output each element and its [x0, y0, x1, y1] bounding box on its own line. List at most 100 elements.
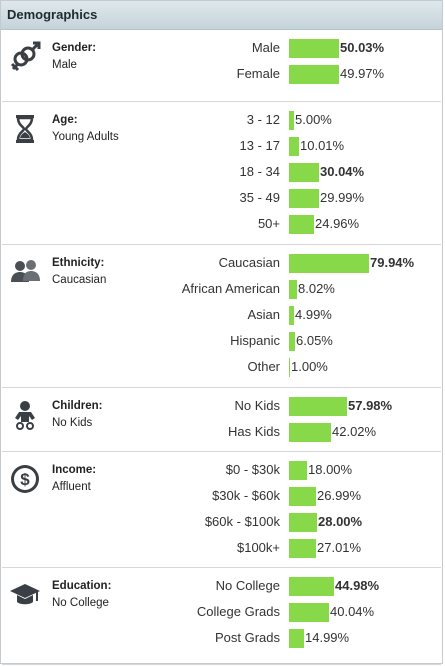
- stat-row: No Kids 57.98%: [2, 394, 441, 418]
- stat-label: 13 - 17: [239, 138, 280, 153]
- stat-percent: 6.05%: [296, 333, 333, 348]
- stat-bar: [289, 603, 329, 622]
- stat-bar: [289, 397, 347, 416]
- category-value: Affluent: [52, 481, 91, 493]
- graduation-cap-icon: [8, 578, 42, 612]
- stat-percent: 57.98%: [348, 398, 393, 413]
- stat-label: Female: [236, 66, 280, 81]
- stat-bar: [289, 65, 339, 84]
- stat-row: Female 49.97%: [2, 62, 441, 86]
- stat-row: Hispanic 6.05%: [2, 329, 441, 353]
- stat-label: $60k - $100k: [204, 514, 280, 529]
- hourglass-icon: [8, 112, 42, 146]
- stat-label: 35 - 49: [239, 190, 280, 205]
- section-age: Age: Young Adults 3 - 12 5.00% 13 - 17 10.01%…: [2, 102, 441, 245]
- stat-bar: [289, 254, 369, 273]
- baby-icon: [8, 398, 42, 432]
- category-info: Gender: Male: [52, 40, 96, 74]
- stat-bar: [289, 539, 316, 558]
- people-icon: [8, 255, 42, 289]
- stat-percent: 28.00%: [318, 514, 363, 529]
- category-title: Children:: [52, 400, 103, 412]
- category-value: Caucasian: [52, 274, 107, 286]
- stat-label: Other: [247, 359, 280, 374]
- stat-label: Post Grads: [214, 630, 280, 645]
- stat-label: $30k - $60k: [212, 488, 280, 503]
- section-income: $ Income: Affluent $0 - $30k 18.00% $30k - $6…: [2, 452, 441, 568]
- stat-label: $100k+: [236, 540, 280, 555]
- stat-percent: 44.98%: [335, 578, 380, 593]
- category-info: Children: No Kids: [52, 398, 102, 432]
- category-title: Ethnicity:: [52, 257, 105, 269]
- category-value: Male: [52, 59, 77, 71]
- gender-icon: [8, 40, 42, 74]
- stat-percent: 27.01%: [317, 540, 362, 555]
- stat-label: Has Kids: [227, 424, 280, 439]
- stat-percent: 42.02%: [332, 424, 377, 439]
- category-info: Age: Young Adults: [52, 112, 119, 146]
- section-ethnicity: Ethnicity: Caucasian Caucasian 79.94% Africa…: [2, 245, 441, 388]
- section-divider: [2, 244, 441, 245]
- stat-label: Asian: [247, 307, 280, 322]
- stat-percent: 5.00%: [295, 112, 332, 127]
- stat-percent: 1.00%: [291, 359, 328, 374]
- section-gender: Gender: Male Male 50.03% Female 49.97%: [2, 30, 441, 102]
- stat-percent: 10.01%: [300, 138, 345, 153]
- stat-bar: [289, 39, 339, 58]
- stat-bar: [289, 163, 319, 182]
- stat-label: No Kids: [234, 398, 280, 413]
- stat-row: No College 44.98%: [2, 574, 441, 598]
- stat-bar: [289, 332, 295, 351]
- dollar-icon: $: [8, 462, 42, 496]
- stat-percent: 30.04%: [320, 164, 365, 179]
- section-divider: [2, 451, 441, 452]
- stat-bar: [289, 513, 317, 532]
- stat-row: $100k+ 27.01%: [2, 536, 441, 560]
- stat-bar: [289, 137, 299, 156]
- stat-row: 50+ 24.96%: [2, 212, 441, 236]
- svg-text:$: $: [20, 470, 30, 489]
- category-value: Young Adults: [52, 131, 119, 143]
- stat-label: 18 - 34: [239, 164, 280, 179]
- category-info: Income: Affluent: [52, 462, 96, 496]
- stat-bar: [289, 358, 290, 377]
- stat-percent: 29.99%: [320, 190, 365, 205]
- stat-percent: 14.99%: [305, 630, 350, 645]
- stat-bar: [289, 629, 304, 648]
- section-divider: [2, 101, 441, 102]
- stat-bar: [289, 189, 319, 208]
- category-value: No College: [52, 597, 109, 609]
- stat-bar: [289, 280, 297, 299]
- stat-percent: 18.00%: [308, 462, 353, 477]
- stat-percent: 79.94%: [370, 255, 415, 270]
- stat-row: Male 50.03%: [2, 36, 441, 60]
- category-title: Gender:: [52, 42, 97, 54]
- section-divider: [2, 387, 441, 388]
- stat-row: Asian 4.99%: [2, 303, 441, 327]
- category-value: No Kids: [52, 417, 93, 429]
- stat-label: Hispanic: [230, 333, 280, 348]
- stat-percent: 50.03%: [340, 40, 385, 55]
- stat-row: Caucasian 79.94%: [2, 251, 441, 275]
- stat-bar: [289, 423, 331, 442]
- stat-bar: [289, 461, 307, 480]
- stat-label: African American: [181, 281, 280, 296]
- category-title: Education:: [52, 580, 112, 592]
- stat-label: No College: [215, 578, 280, 593]
- stat-label: 3 - 12: [246, 112, 280, 127]
- section-divider: [2, 664, 441, 665]
- stat-percent: 40.04%: [330, 604, 375, 619]
- stat-row: Other 1.00%: [2, 355, 441, 379]
- category-info: Ethnicity: Caucasian: [52, 255, 106, 289]
- stat-bar: [289, 111, 294, 130]
- category-title: Age:: [52, 114, 78, 126]
- stat-label: Caucasian: [218, 255, 280, 270]
- stat-label: Male: [251, 40, 280, 55]
- stat-percent: 4.99%: [295, 307, 332, 322]
- stat-bar: [289, 487, 316, 506]
- stat-row: $0 - $30k 18.00%: [2, 458, 441, 482]
- stat-row: $60k - $100k 28.00%: [2, 510, 441, 534]
- stat-row: $30k - $60k 26.99%: [2, 484, 441, 508]
- stat-bar: [289, 215, 314, 234]
